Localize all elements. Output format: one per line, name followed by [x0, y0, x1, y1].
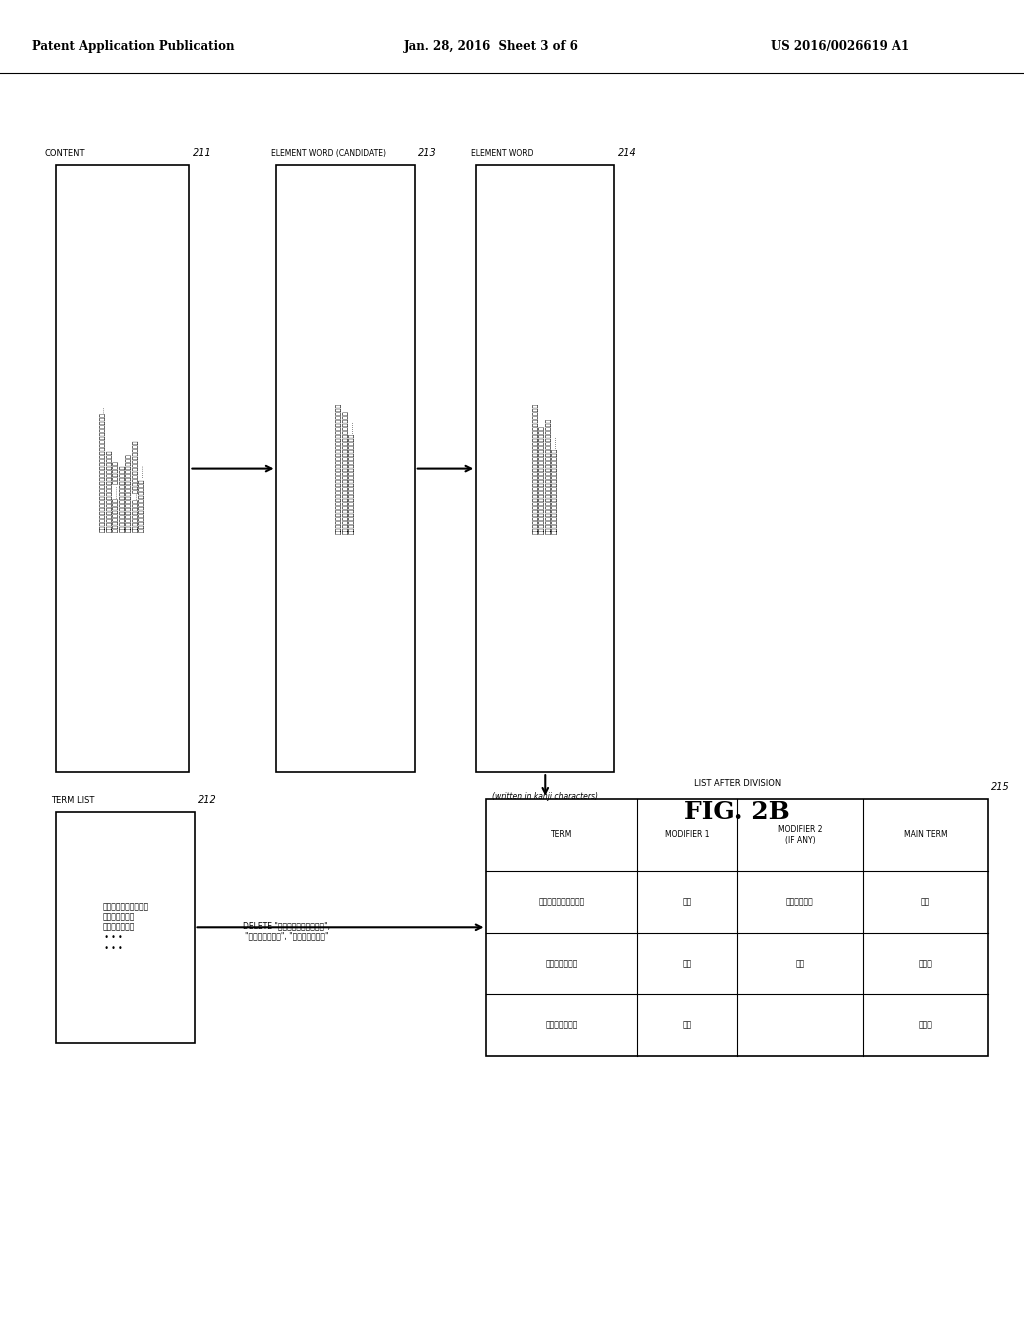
Text: DELETE "金信期日後収益金税額",
"延滞取引元金額", "補正計算元本額": DELETE "金信期日後収益金税額", "延滞取引元金額", "補正計算元本額… [244, 921, 330, 940]
Text: TERM: TERM [551, 830, 572, 840]
Text: 213: 213 [418, 148, 436, 158]
Text: 第日後収益金、預金利子、税額、取引、実行、貸出、延滞分、元金額、金額、
番号単位、貸出、延滞分、制限金額、信託、受託財産、元本額、
信託、契約期間、変更、元本額: 第日後収益金、預金利子、税額、取引、実行、貸出、延滞分、元金額、金額、 番号単位… [532, 403, 558, 535]
Text: 元金額: 元金額 [919, 960, 933, 968]
Text: MAIN TERM: MAIN TERM [903, 830, 947, 840]
Text: MODIFIER 2
(IF ANY): MODIFIER 2 (IF ANY) [778, 825, 822, 845]
Bar [56, 812, 195, 1043]
Text: Jan. 28, 2016  Sheet 3 of 6: Jan. 28, 2016 Sheet 3 of 6 [404, 40, 579, 53]
Text: 211: 211 [193, 148, 211, 158]
Text: 金信期日後収益金税額: 金信期日後収益金税額 [539, 898, 585, 907]
Text: 第日後収益金、預金利子、税額、金信期日後収益金税額、延滞元金額、実行、
番号単位、貸出、延滞分、元金額、契約期間、変更、補正計算、元本額、
補正信託、元金額、割: 第日後収益金、預金利子、税額、金信期日後収益金税額、延滞元金額、実行、 番号単位… [336, 403, 355, 535]
Text: 取引: 取引 [796, 960, 805, 968]
Text: 元本額: 元本額 [919, 1020, 933, 1030]
Text: ELEMENT WORD (CANDIDATE): ELEMENT WORD (CANDIDATE) [271, 149, 386, 158]
Text: 期日後収益金: 期日後収益金 [786, 898, 814, 907]
Text: TERM LIST: TERM LIST [51, 796, 94, 805]
Text: 証修計算元本額: 証修計算元本額 [546, 1020, 578, 1030]
Bar [476, 165, 614, 772]
Text: 延溢: 延溢 [682, 960, 692, 968]
Text: FIG. 2B: FIG. 2B [684, 800, 791, 824]
Text: 第日後収益金にかかる預金利子の税額を金信期日後収益金税額とする。…
延滞元金額とは、取引の実行における番号単位の
延滞元金額を指す。…… 金融信託のこ
とをいい: 第日後収益金にかかる預金利子の税額を金信期日後収益金税額とする。… 延滞元金額と… [100, 405, 145, 532]
Text: 税額: 税額 [921, 898, 930, 907]
Text: 補正: 補正 [682, 1020, 692, 1030]
Text: Patent Application Publication: Patent Application Publication [32, 40, 234, 53]
Text: LIST AFTER DIVISION: LIST AFTER DIVISION [693, 779, 781, 788]
Text: ELEMENT WORD: ELEMENT WORD [471, 149, 534, 158]
Text: 214: 214 [617, 148, 636, 158]
Bar [276, 165, 415, 772]
Bar [56, 165, 189, 772]
Text: 延溢取引元金額: 延溢取引元金額 [546, 960, 578, 968]
Text: CONTENT: CONTENT [44, 149, 85, 158]
Text: (written in kanji characters): (written in kanji characters) [493, 792, 598, 801]
Text: 金信: 金信 [682, 898, 692, 907]
Bar [486, 799, 988, 1056]
Text: 215: 215 [991, 781, 1010, 792]
Text: US 2016/0026619 A1: US 2016/0026619 A1 [771, 40, 908, 53]
Text: MODIFIER 1: MODIFIER 1 [665, 830, 710, 840]
Text: 212: 212 [198, 795, 216, 805]
Text: 金信期日後収益金税額
延滞取引元金額
証修計算元本額
 • • •
 • • •: 金信期日後収益金税額 延滞取引元金額 証修計算元本額 • • • • • • [102, 902, 148, 953]
